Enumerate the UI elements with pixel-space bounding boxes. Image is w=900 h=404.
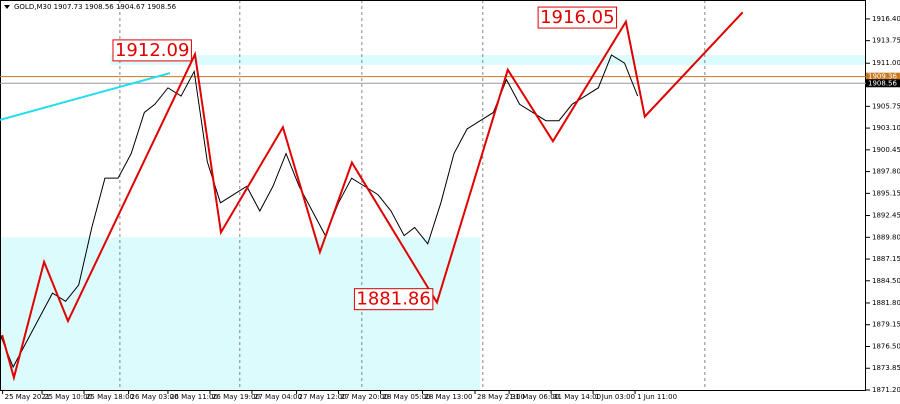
level-label: 1908.56 xyxy=(868,79,897,87)
x-tick-label: 26 May 03:00 xyxy=(131,393,179,401)
x-tick-label: 28 May 05:00 xyxy=(383,393,431,401)
annotation: 1916.05 xyxy=(540,7,614,28)
x-tick-label: 25 May 18:00 xyxy=(86,393,134,401)
y-tick-label: 1887.15 xyxy=(872,255,900,263)
chart-title: GOLD,M30 1907.73 1908.56 1904.67 1908.56 xyxy=(14,3,177,11)
level-tag xyxy=(866,72,900,81)
plot-frame xyxy=(0,0,866,391)
annotation-box xyxy=(112,39,192,62)
y-tick-label: 1895.15 xyxy=(872,189,900,197)
annotation-box xyxy=(353,288,434,311)
series-line xyxy=(1,11,744,382)
x-tick-label: 25 May 10:00 xyxy=(44,393,92,401)
y-tick-label: 1871.20 xyxy=(872,386,900,394)
y-tick-label: 1911.00 xyxy=(872,59,900,67)
annotation: 1912.09 xyxy=(115,40,189,61)
annotation-box xyxy=(537,6,618,29)
x-tick-label: 27 May 04:00 xyxy=(254,393,302,401)
title-arrow xyxy=(4,5,10,9)
level-label: 1909.36 xyxy=(868,73,897,81)
y-tick-label: 1913.75 xyxy=(872,37,900,45)
x-tick-label: 25 May 2021 xyxy=(5,393,51,401)
y-tick-label: 1903.10 xyxy=(872,124,900,132)
y-tick-label: 1892.45 xyxy=(872,212,900,220)
series-line xyxy=(0,72,171,121)
y-tick-label: 1873.85 xyxy=(872,364,900,372)
x-tick-label: 28 May 13:00 xyxy=(425,393,473,401)
x-tick-label: 26 May 19:00 xyxy=(212,393,260,401)
annotation: 1881.86 xyxy=(356,289,430,310)
x-tick-label: 26 May 11:00 xyxy=(170,393,218,401)
level-tag xyxy=(866,79,900,88)
x-tick-label: 27 May 20:00 xyxy=(341,393,389,401)
x-tick-label: 27 May 12:00 xyxy=(299,393,347,401)
x-tick-label: 28 May 21:00 xyxy=(477,393,525,401)
y-tick-label: 1897.80 xyxy=(872,168,900,176)
y-tick-label: 1884.50 xyxy=(872,277,900,285)
zone xyxy=(110,55,866,65)
y-tick-label: 1900.45 xyxy=(872,146,900,154)
x-tick-label: 31 May 14:00 xyxy=(553,393,601,401)
y-tick-label: 1889.80 xyxy=(872,233,900,241)
y-tick-label: 1916.40 xyxy=(872,15,900,23)
x-tick-label: 31 May 06:00 xyxy=(511,393,559,401)
y-tick-label: 1881.80 xyxy=(872,299,900,307)
y-tick-label: 1876.50 xyxy=(872,342,900,350)
x-tick-label: 1 Jun 03:00 xyxy=(595,393,635,401)
y-tick-label: 1879.15 xyxy=(872,321,900,329)
x-tick-label: 1 Jun 11:00 xyxy=(637,393,677,401)
y-tick-label: 1905.75 xyxy=(872,102,900,110)
series-line xyxy=(0,54,639,369)
